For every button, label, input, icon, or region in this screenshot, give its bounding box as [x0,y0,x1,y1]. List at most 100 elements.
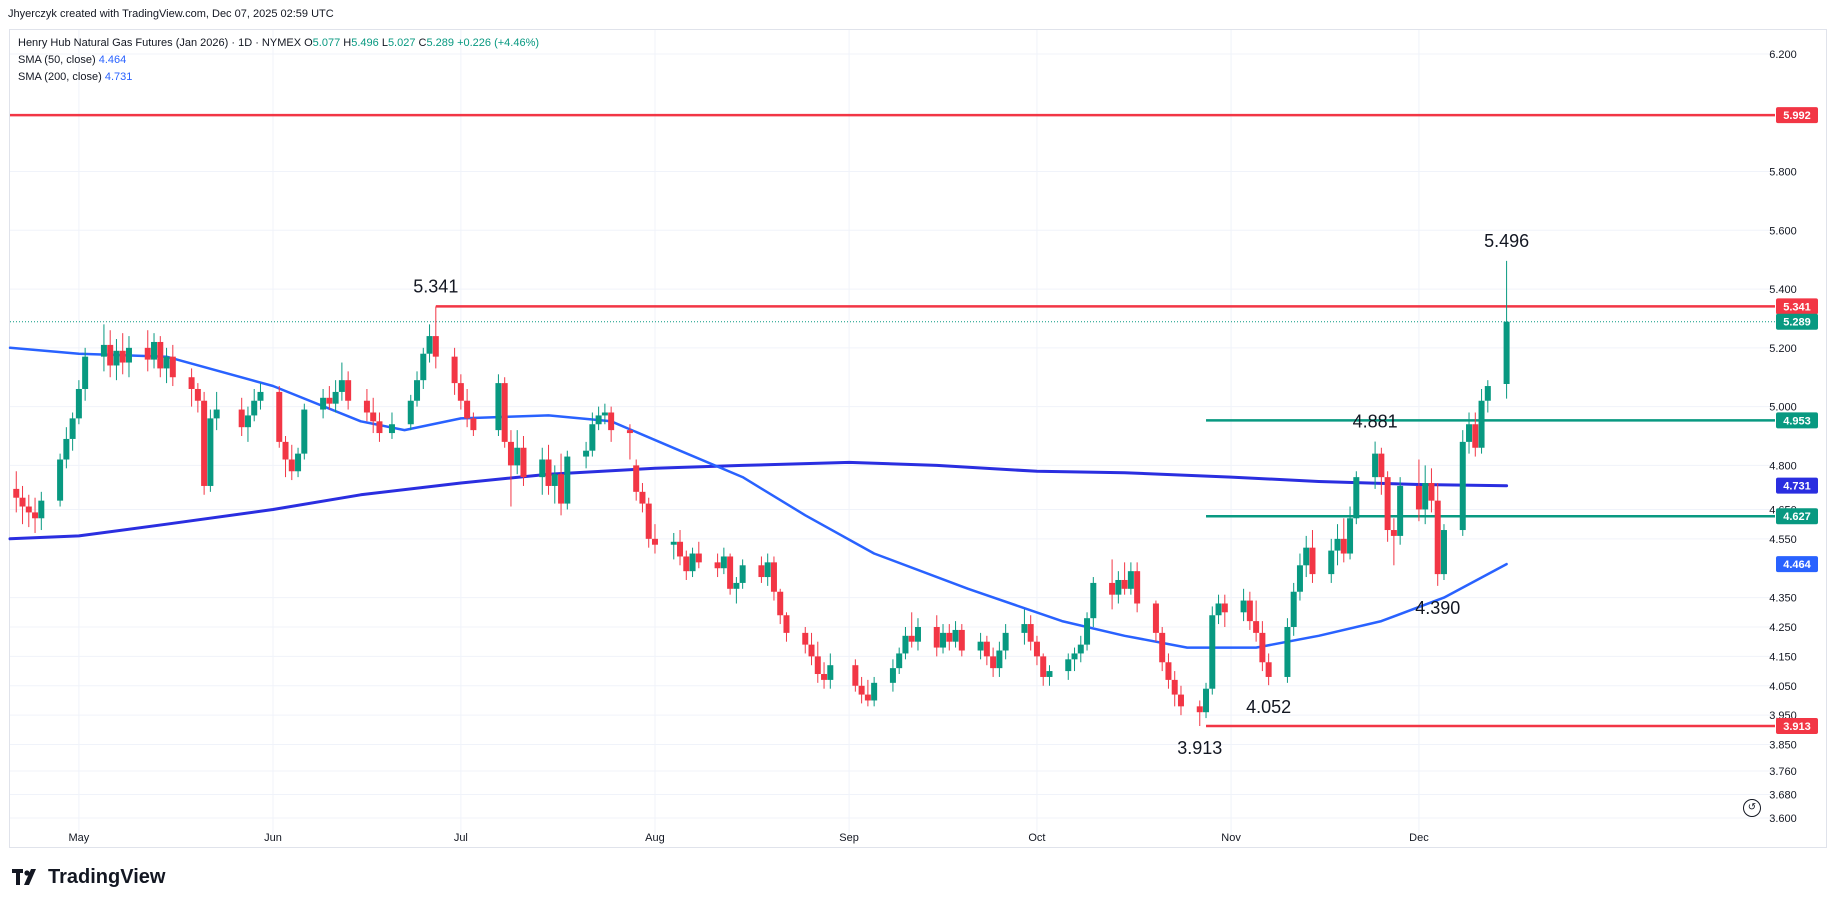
level-price-badge: 4.627 [1783,511,1811,523]
axis-price-badge: 4.464 [1783,559,1811,571]
candle-body [1434,500,1441,575]
candle-body [332,391,339,404]
candle-body [720,556,727,569]
candle-body [914,627,921,642]
candle-body [1127,571,1134,589]
candle-body [601,412,608,416]
candle-body [169,356,176,378]
candle-body [695,553,702,563]
candle-body [1152,603,1159,633]
candle-body [558,474,565,504]
sma200-value: 4.731 [104,71,133,83]
candle-body [1309,547,1316,575]
candle-body [1002,632,1009,651]
candle-body [1259,632,1266,663]
candle-body [1284,627,1291,677]
level-price-badge: 5.992 [1783,110,1811,122]
candle-body [764,562,771,578]
candle-body [1159,632,1166,663]
candle-body [727,556,734,589]
candle-body [57,459,64,501]
candle-body [871,682,878,701]
candle-body [564,456,571,504]
candle-body [1090,582,1097,619]
candle-body [1484,386,1491,401]
chart-frame [9,29,1827,848]
candle-body [144,347,151,360]
sma200-row[interactable]: SMA (200, close) 4.731 [18,69,539,86]
candle-body [376,421,383,434]
y-tick-label: 4.550 [1769,534,1797,546]
x-tick-label: Aug [645,832,665,844]
candle-body [1040,656,1047,677]
candle-body [370,412,377,422]
candle-body [683,556,690,572]
candle-body [1071,653,1078,660]
price-annotation: 4.390 [1415,598,1460,618]
level-price-badge: 5.341 [1783,301,1811,313]
y-tick-label: 4.350 [1769,593,1797,605]
candle-body [1478,400,1485,448]
sma50-row[interactable]: SMA (50, close) 4.464 [18,52,539,69]
close-label: C [418,37,427,49]
candle-body [257,391,264,401]
candle-body [125,347,132,363]
candle-body [32,512,39,519]
candle-body [1033,641,1040,657]
candle-body [1428,483,1435,501]
candle-body [194,388,201,401]
axis-price-badge-bg [1776,313,1818,330]
low-label: L [381,37,388,49]
symbol-name[interactable]: Henry Hub Natural Gas Futures (Jan 2026)… [18,37,302,49]
candle-body [19,497,26,507]
axis-price-badge: 5.289 [1783,317,1811,329]
high-label: H [343,37,352,49]
candle-body [1121,579,1128,589]
candle-body [345,380,352,401]
y-tick-label: 5.800 [1769,167,1797,179]
candle-body [1440,530,1447,575]
candle-body [514,447,521,466]
candle-body [1459,441,1466,531]
high-value: 5.496 [351,37,379,49]
candle-body [1171,679,1178,695]
candle-body [1503,321,1510,384]
candle-body [1046,671,1053,677]
change-value: +0.226 (+4.46%) [457,37,540,49]
candle-body [758,565,765,578]
y-tick-label: 4.800 [1769,460,1797,472]
x-tick-label: Dec [1409,832,1429,844]
close-value: 5.289 [426,37,455,49]
x-tick-label: Jun [264,832,282,844]
candle-body [25,506,32,513]
candle-body [1115,579,1122,595]
candle-body [1177,694,1184,707]
candle-body [583,450,590,457]
y-tick-label: 5.200 [1769,343,1797,355]
candle-body [1422,483,1429,510]
candle-body [1221,603,1228,613]
candle-body [432,336,439,357]
candle-body [827,665,834,680]
tradingview-logo[interactable]: TradingView [12,866,165,889]
candle-body [107,344,114,366]
axis-price-badge-bg [1776,556,1818,573]
candle-body [1215,603,1222,616]
candle-body [896,653,903,669]
x-tick-label: Sep [839,832,859,844]
candle-body [958,629,965,651]
candle-body [100,344,107,357]
candle-body [1065,659,1072,672]
y-tick-label: 3.600 [1769,813,1797,825]
candle-body [1240,600,1247,613]
candle-body [940,632,947,648]
reset-scale-icon[interactable]: ↺ [1743,799,1761,817]
candle-body [808,644,815,657]
candle-body [75,388,82,419]
candle-body [645,503,652,539]
candle-body [545,459,552,486]
y-tick-label: 3.760 [1769,766,1797,778]
candle-body [1334,538,1341,551]
level-price-badge-bg [1776,508,1818,525]
